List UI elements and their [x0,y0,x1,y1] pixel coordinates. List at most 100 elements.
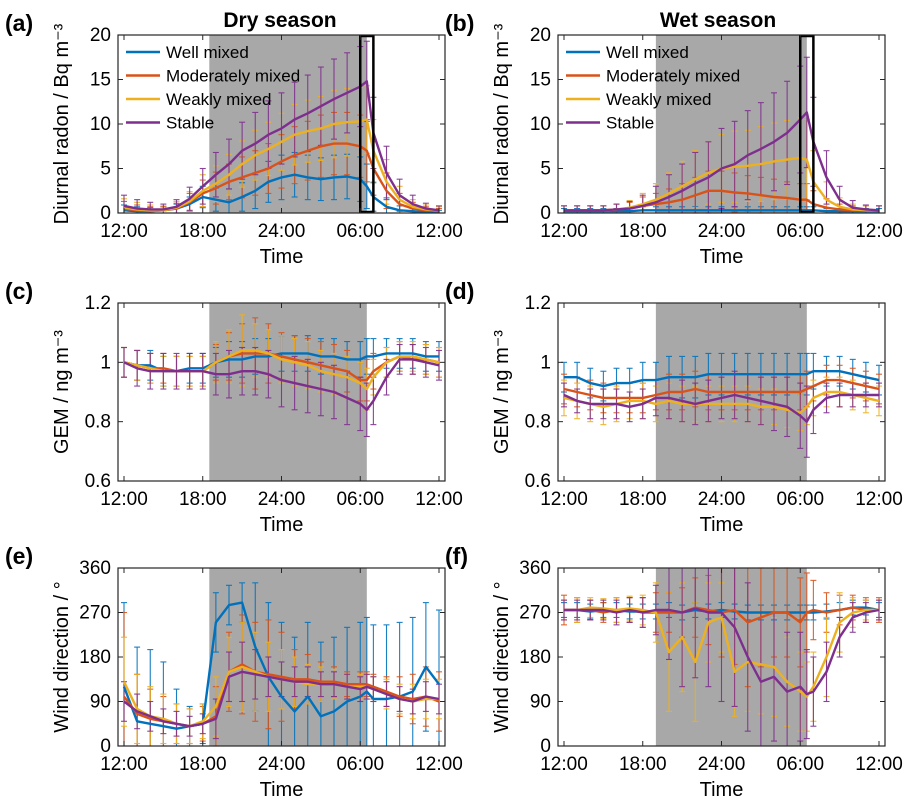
night-shading [209,303,367,481]
wet-season-title: Wet season [660,9,776,32]
x-tick-label: 06:00 [336,754,384,775]
panel-d: 0.6 0.8 1 1.2 12:00 18:00 24:00 06:00 12:00 Time G… [445,278,903,536]
error-bar [679,568,686,688]
line-well-mixed [122,601,440,730]
x-tick-label: 12:00 [540,489,588,510]
line-well-mixed [564,209,879,213]
y-axis-label: Diurnal radon / Bq m⁻³ [51,23,73,224]
legend-label: Weakly mixed [606,90,712,109]
x-tick-label: 24:00 [698,754,746,775]
x-axis-label: Time [260,514,304,536]
panel-label: (f) [445,543,468,569]
x-tick-label: 24:00 [258,489,306,510]
x-tick-label: 24:00 [698,221,746,242]
error-bar [718,568,725,703]
line-stable [123,358,440,411]
y-tick-label: 1.2 [525,293,551,314]
line-stable [563,393,879,423]
legend-label: Moderately mixed [606,67,740,86]
y-axis-label: GEM / ng m⁻³ [491,330,513,454]
line-stable [123,670,440,728]
y-tick-label: 0.8 [525,412,551,433]
line-weakly-mixed [564,606,879,698]
x-tick-label: 06:00 [776,221,824,242]
y-tick-label: 20 [90,25,111,46]
highlight-box [799,34,815,214]
y-tick-label: 90 [90,692,111,713]
error-bar [784,631,791,746]
y-tick-label: 180 [519,647,551,668]
panel-label: (e) [5,543,33,569]
x-tick-label: 12:00 [415,221,463,242]
panel-a: 0 5 10 15 20 12:00 18:00 24:00 06:00 12:00 Time Diu… [5,10,463,268]
series-stable [121,40,442,214]
y-tick-label: 90 [530,692,551,713]
y-tick-label: 0.6 [525,471,551,492]
legend-label: Weakly mixed [166,90,272,109]
x-tick-label: 18:00 [179,489,227,510]
x-axis-label: Time [260,246,304,268]
dry-season-title: Dry season [223,9,336,32]
panel-c: 0.6 0.8 1 1.2 12:00 18:00 24:00 06:00 12:00 Time G… [5,278,463,536]
x-tick-label: 06:00 [336,489,384,510]
x-tick-label: 12:00 [100,221,148,242]
panel-f: 0 90 180 270 360 12:00 18:00 24:00 06:00 12:00 Tim… [445,543,903,801]
y-tick-label: 270 [79,603,111,624]
y-tick-label: 0.6 [85,471,111,492]
x-tick-label: 12:00 [415,489,463,510]
line-well-mixed [564,370,880,388]
panels: 0 5 10 15 20 12:00 18:00 24:00 06:00 12:00 Time Diu… [5,10,903,801]
panel-label: (c) [5,278,33,304]
x-tick-label: 18:00 [619,489,667,510]
highlight-box [359,34,375,214]
x-tick-label: 12:00 [855,754,903,775]
x-tick-label: 06:00 [776,489,824,510]
y-tick-label: 180 [79,647,111,668]
line-stable [564,607,880,696]
legend: Well mixed Moderately mixed Weakly mixed St… [126,43,300,133]
x-tick-label: 24:00 [258,754,306,775]
line-stable [123,80,440,212]
line-stable [564,111,880,212]
night-shading [209,568,367,746]
legend-label: Well mixed [606,43,689,62]
error-bar [731,568,738,707]
y-tick-label: 20 [530,25,551,46]
y-tick-label: 10 [90,114,111,135]
x-tick-label: 18:00 [619,754,667,775]
x-tick-label: 12:00 [540,221,588,242]
x-tick-label: 24:00 [698,489,746,510]
x-axis-label: Time [700,779,744,801]
y-tick-label: 0.8 [85,412,111,433]
x-tick-label: 18:00 [179,221,227,242]
error-bar [705,568,712,688]
y-tick-label: 15 [90,70,111,91]
y-tick-label: 360 [79,558,111,579]
panel-b: 0 5 10 15 20 12:00 18:00 24:00 06:00 12:00 Time Diu… [445,10,903,268]
y-tick-label: 1.2 [85,293,111,314]
y-tick-label: 5 [540,159,551,180]
panel-label: (a) [5,10,33,36]
x-tick-label: 06:00 [776,754,824,775]
y-tick-label: 270 [519,603,551,624]
x-tick-label: 06:00 [336,221,384,242]
x-tick-label: 12:00 [540,754,588,775]
panel-e: 0 90 180 270 360 12:00 18:00 24:00 06:00 12:00 Tim… [5,543,463,801]
y-tick-label: 15 [530,70,551,91]
legend-label: Stable [606,114,654,133]
legend-label: Stable [166,114,214,133]
legend: Well mixed Moderately mixed Weakly mixed St… [566,43,740,133]
y-axis-label: Wind direction / ° [491,581,513,732]
x-tick-label: 12:00 [100,754,148,775]
legend-label: Moderately mixed [166,67,300,86]
panel-label: (b) [445,10,474,36]
y-tick-label: 1 [100,352,111,373]
x-axis-label: Time [700,246,744,268]
y-axis-label: Diurnal radon / Bq m⁻³ [491,23,513,224]
x-tick-label: 12:00 [415,754,463,775]
y-tick-label: 0 [540,203,551,224]
y-axis-label: GEM / ng m⁻³ [51,330,73,454]
error-bar [561,382,567,408]
x-tick-label: 18:00 [619,221,667,242]
